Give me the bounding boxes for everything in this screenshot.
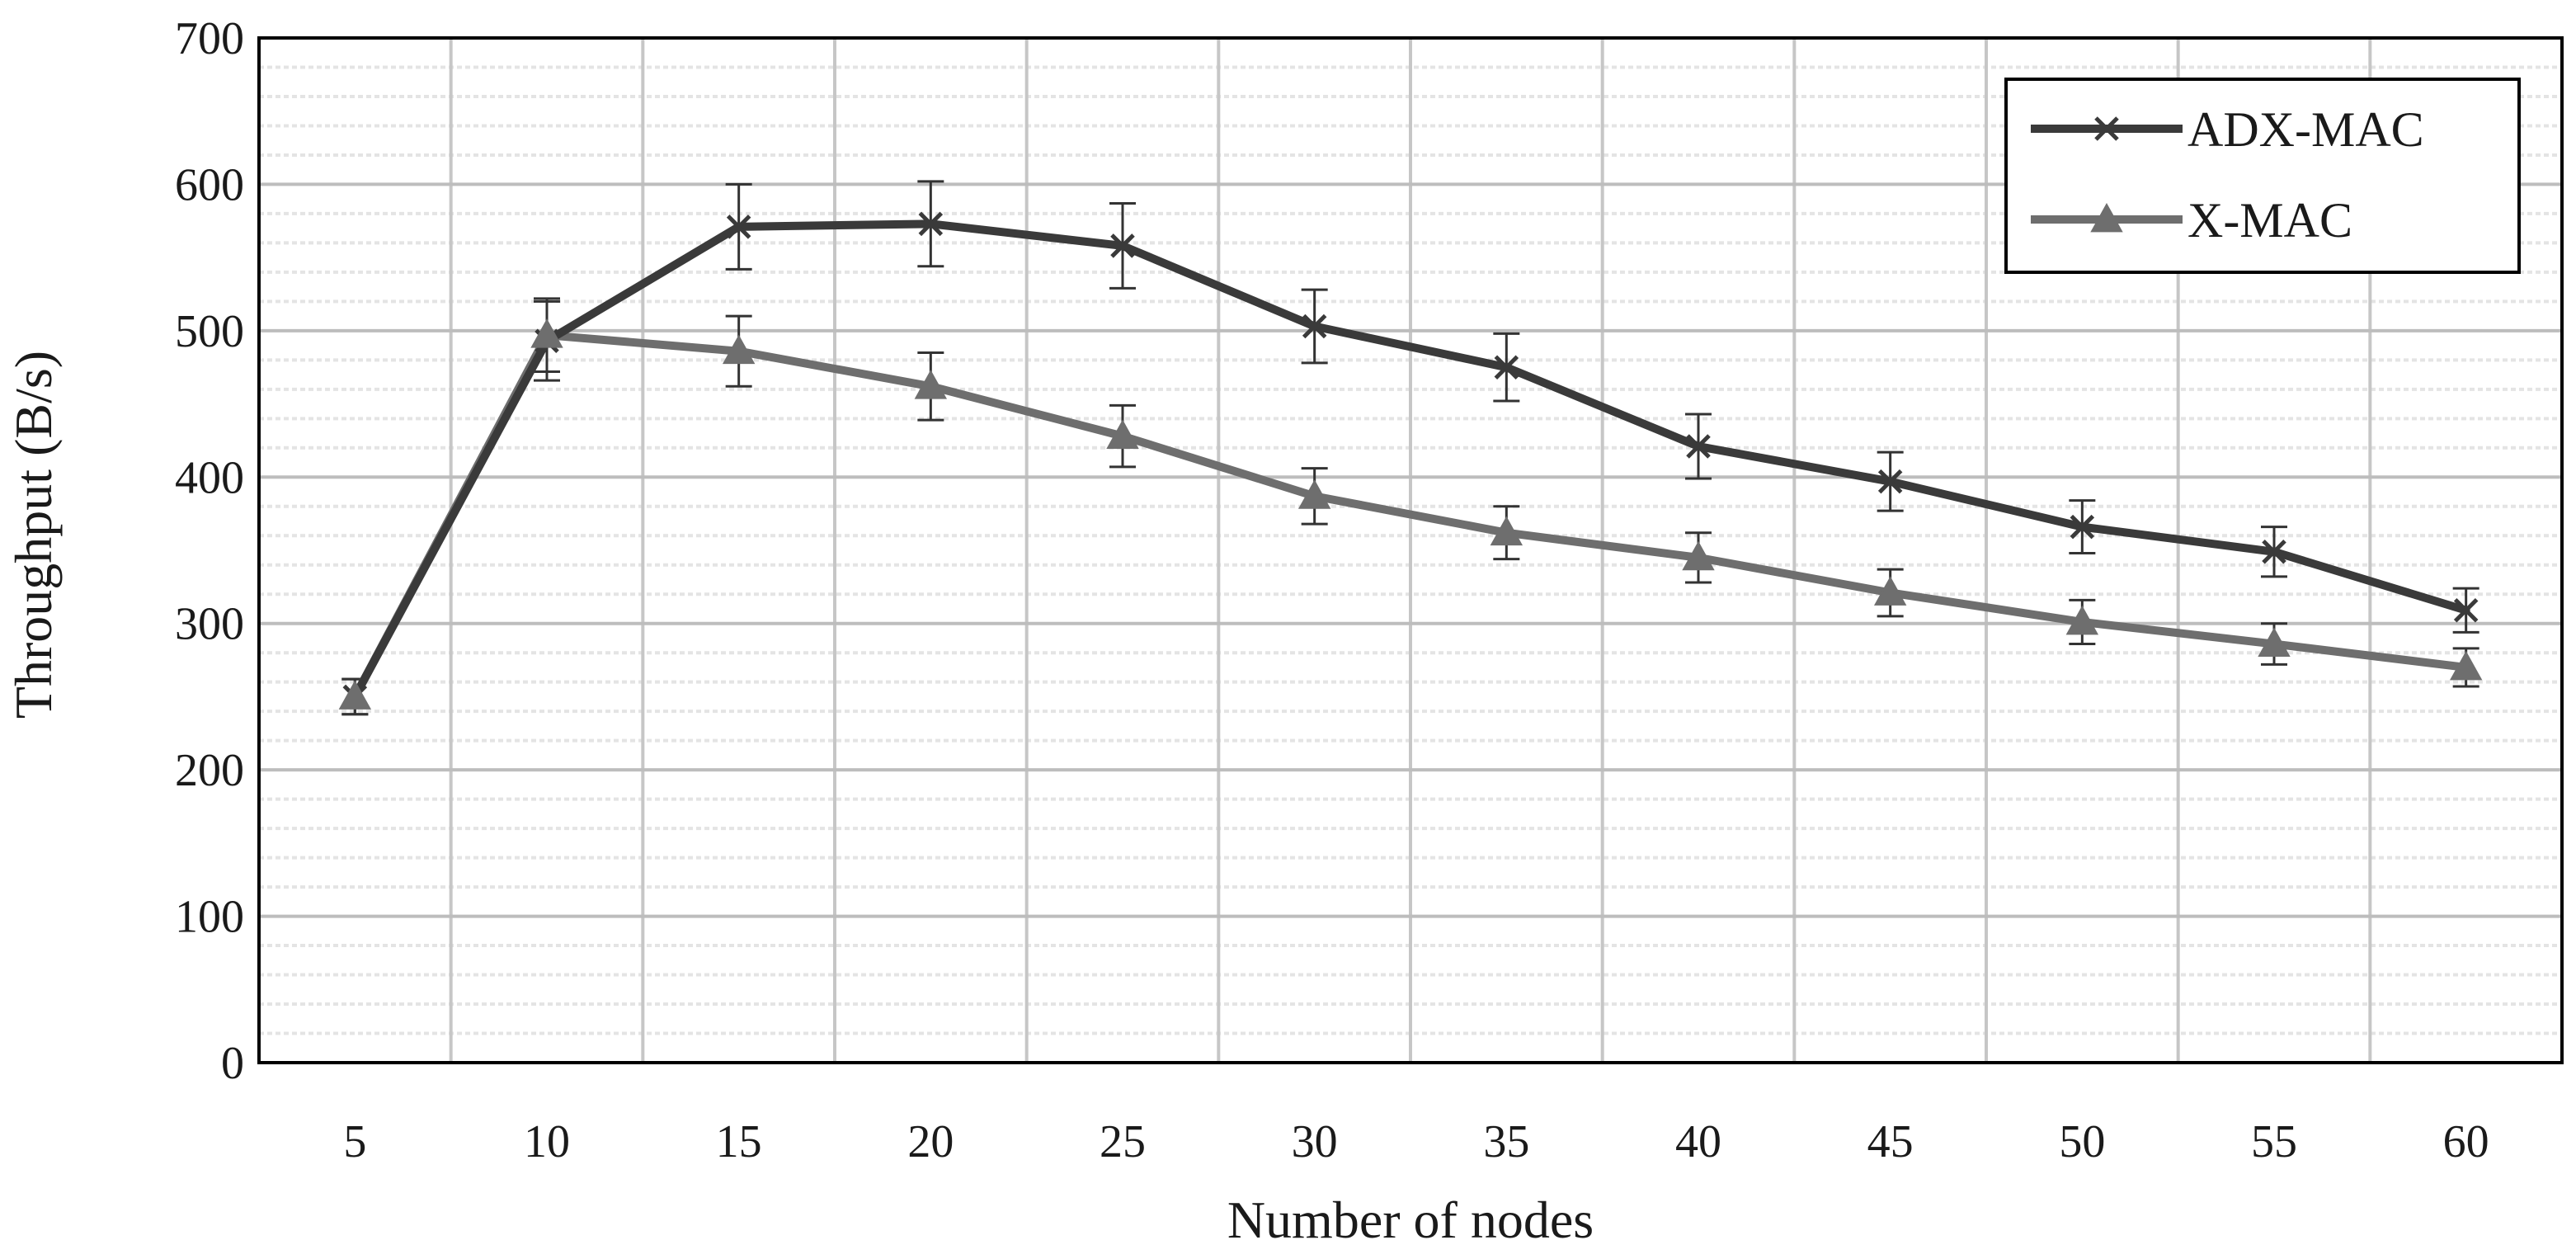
data-point-marker (2070, 514, 2095, 540)
data-point-marker (2090, 202, 2123, 233)
data-point-marker (726, 215, 751, 239)
x-tick-label: 45 (1867, 1116, 1914, 1167)
y-tick-label: 0 (221, 1038, 244, 1089)
y-tick-label: 100 (175, 892, 244, 943)
series-line (351, 331, 2470, 701)
x-tick-label: 35 (1483, 1116, 1529, 1167)
data-point-marker (914, 370, 948, 399)
x-tick-label: 10 (524, 1116, 570, 1167)
x-tick-label: 25 (1100, 1116, 1146, 1167)
x-tick-label: 5 (343, 1116, 366, 1167)
data-point-marker (2065, 605, 2099, 635)
y-tick-label: 600 (175, 159, 244, 210)
x-axis-ticks: 5 10 15 20 25 30 35 40 45 50 55 60 (343, 1116, 2489, 1167)
x-tick-label: 40 (1675, 1116, 1721, 1167)
x-axis-title: Number of nodes (1227, 1191, 1594, 1249)
x-tick-label: 50 (2059, 1116, 2105, 1167)
y-tick-label: 200 (175, 745, 244, 796)
data-point-marker (918, 211, 944, 237)
data-point-marker (1490, 516, 1523, 546)
data-point-marker (2449, 650, 2483, 681)
y-tick-label: 300 (175, 599, 244, 650)
data-point-marker (1110, 233, 1135, 258)
data-point-marker (530, 318, 563, 348)
legend-label: ADX-MAC (2187, 102, 2424, 157)
legend-box (2004, 78, 2521, 274)
data-point-marker (1106, 419, 1139, 450)
data-point-marker (1302, 314, 1327, 339)
series-lines (351, 219, 2470, 701)
y-axis-title: Throughput (B/s) (4, 351, 63, 719)
legend-label: X-MAC (2187, 193, 2352, 248)
legend: ADX-MAC X-MAC (2004, 78, 2521, 274)
series-line (351, 219, 2470, 701)
data-point-marker (2262, 540, 2286, 564)
y-axis-ticks: 0 100 200 300 400 500 600 700 (175, 13, 244, 1089)
y-tick-label: 700 (175, 13, 244, 64)
series-markers (338, 211, 2483, 710)
x-tick-label: 55 (2251, 1116, 2297, 1167)
x-tick-label: 20 (907, 1116, 954, 1167)
data-point-marker (1873, 576, 1907, 606)
x-tick-label: 60 (2443, 1116, 2489, 1167)
x-tick-label: 15 (716, 1116, 762, 1167)
data-point-marker (1297, 479, 1331, 509)
y-tick-label: 400 (175, 452, 244, 503)
data-point-marker (2258, 627, 2291, 657)
data-point-marker (2453, 597, 2479, 623)
plot-area-frame (257, 36, 2564, 1064)
data-point-marker (1682, 540, 1715, 571)
data-point-marker (1494, 355, 1519, 380)
y-tick-label: 500 (175, 306, 244, 357)
data-point-marker (338, 680, 372, 710)
data-point-marker (1686, 434, 1711, 459)
x-tick-label: 30 (1292, 1116, 1338, 1167)
data-point-marker (722, 334, 756, 365)
data-point-marker (2094, 116, 2119, 141)
data-point-marker (1877, 469, 1903, 494)
